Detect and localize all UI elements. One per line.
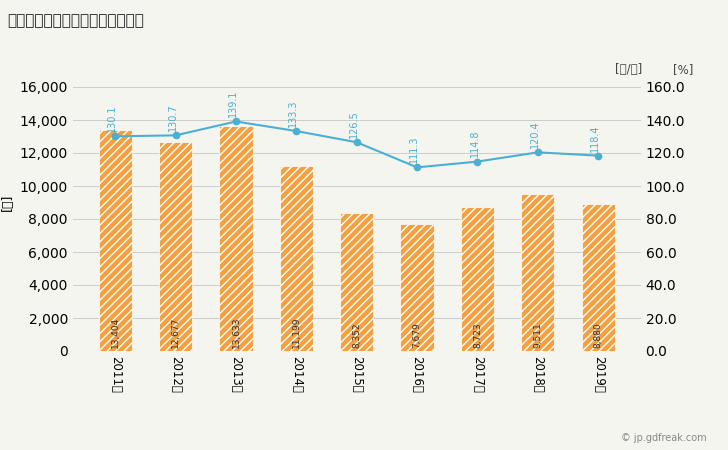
Bar — [340, 213, 373, 351]
Text: 130.1: 130.1 — [107, 105, 117, 132]
Text: 8,880: 8,880 — [594, 322, 603, 348]
Text: 8,352: 8,352 — [352, 322, 361, 348]
Text: 130.7: 130.7 — [167, 104, 178, 131]
Text: 126.5: 126.5 — [349, 110, 359, 138]
Bar — [582, 204, 615, 351]
Text: 11,199: 11,199 — [292, 316, 301, 348]
Y-axis label: [㎡]: [㎡] — [1, 194, 14, 211]
Text: [㎡/棟]: [㎡/棟] — [615, 63, 642, 76]
Text: 7,679: 7,679 — [413, 322, 422, 348]
Text: 111.3: 111.3 — [409, 136, 419, 163]
Text: 9,511: 9,511 — [534, 322, 542, 348]
Text: [%]: [%] — [673, 63, 694, 76]
Bar — [280, 166, 313, 351]
Bar — [98, 130, 132, 351]
Text: 13,633: 13,633 — [232, 316, 240, 348]
Text: 13,404: 13,404 — [111, 316, 119, 348]
Bar — [219, 126, 253, 351]
Text: 133.3: 133.3 — [288, 99, 298, 127]
Text: 12,677: 12,677 — [171, 316, 180, 348]
Text: 8,723: 8,723 — [473, 322, 482, 348]
Bar — [400, 224, 434, 351]
Bar — [521, 194, 555, 351]
Bar — [461, 207, 494, 351]
Bar — [159, 142, 192, 351]
Text: 120.4: 120.4 — [530, 121, 540, 148]
Legend: 住宅用_床面積合計(左軸), 住宅用_平均床面積(右軸): 住宅用_床面積合計(左軸), 住宅用_平均床面積(右軸) — [174, 447, 449, 450]
Text: 139.1: 139.1 — [228, 90, 238, 117]
Text: 114.8: 114.8 — [470, 130, 480, 157]
Text: © jp.gdfreak.com: © jp.gdfreak.com — [620, 433, 706, 443]
Text: 118.4: 118.4 — [590, 124, 600, 152]
Text: 住宅用建築物の床面積合計の推移: 住宅用建築物の床面積合計の推移 — [7, 14, 144, 28]
